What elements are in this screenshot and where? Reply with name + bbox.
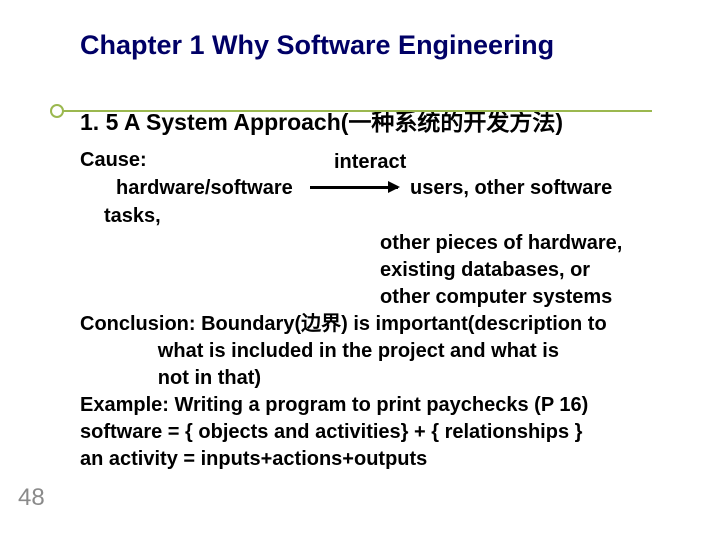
- cause-row: Cause: interact: [80, 147, 670, 175]
- arrow-icon: [310, 186, 398, 189]
- hardware-label: hardware/software: [116, 175, 293, 202]
- cause-label: Cause:: [80, 147, 147, 174]
- right-list-item: existing databases, or: [380, 257, 670, 284]
- activity-line: an activity = inputs+actions+outputs: [80, 446, 670, 473]
- section-subtitle: 1. 5 A System Approach(一种系统的开发方法): [80, 103, 670, 137]
- conclusion-line: Conclusion: Boundary(边界) is important(de…: [80, 311, 670, 338]
- conclusion-line: not in that): [80, 365, 670, 392]
- slide: Chapter 1 Why Software Engineering 1. 5 …: [0, 0, 720, 540]
- conclusion-line: what is included in the project and what…: [80, 338, 670, 365]
- right-list-item: other pieces of hardware,: [380, 230, 670, 257]
- right-list-item: other computer systems: [380, 284, 670, 311]
- users-label: users, other software: [410, 175, 612, 202]
- example-line: Example: Writing a program to print payc…: [80, 392, 670, 419]
- page-number: 48: [18, 484, 45, 512]
- interact-label: interact: [334, 149, 406, 176]
- body-content: Cause: interact hardware/software users,…: [80, 147, 670, 473]
- hardware-row: hardware/software users, other software: [80, 175, 670, 203]
- software-line: software = { objects and activities} + {…: [80, 419, 670, 446]
- chapter-title: Chapter 1 Why Software Engineering: [80, 30, 670, 61]
- tasks-label: tasks,: [104, 203, 670, 230]
- horizontal-rule: [62, 110, 652, 112]
